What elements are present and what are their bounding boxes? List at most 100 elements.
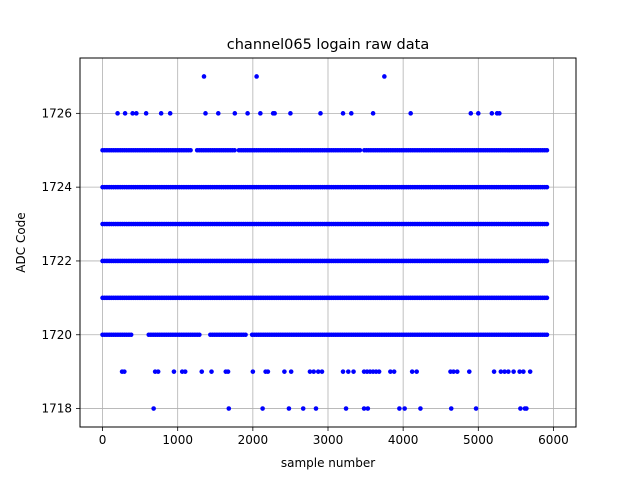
data-point xyxy=(167,111,173,116)
data-point xyxy=(402,406,407,411)
data-point xyxy=(361,406,367,411)
data-point xyxy=(391,369,397,374)
data-point xyxy=(288,111,293,116)
data-point xyxy=(203,111,208,116)
x-tick-label: 5000 xyxy=(463,433,494,447)
y-tick-label: 1724 xyxy=(41,180,72,194)
data-point xyxy=(524,406,529,411)
data-point xyxy=(260,406,265,411)
data-point xyxy=(288,369,294,374)
x-tick-label: 4000 xyxy=(388,433,419,447)
data-point xyxy=(491,369,497,374)
y-tick-label: 1726 xyxy=(41,106,72,120)
axis-ticks: 0 1000 2000 3000 4000 5000 6000 1718 1720 1722 172… xyxy=(41,106,568,447)
data-point xyxy=(209,369,214,374)
data-point xyxy=(544,295,550,301)
x-axis-label: sample number xyxy=(281,456,375,470)
data-point xyxy=(340,111,346,116)
data-point xyxy=(497,111,502,116)
y-tick-label: 1720 xyxy=(41,328,72,342)
chart-title: channel065 logain raw data xyxy=(227,37,429,53)
y-axis-label: ADC Code xyxy=(14,212,28,272)
data-point xyxy=(155,369,161,374)
data-point xyxy=(122,111,128,116)
data-point xyxy=(134,111,139,116)
data-point xyxy=(300,406,306,411)
data-point xyxy=(527,369,533,374)
data-point xyxy=(340,369,346,374)
scatter-points xyxy=(100,74,550,411)
data-point xyxy=(286,406,292,411)
data-point xyxy=(199,369,205,374)
data-point xyxy=(315,369,321,374)
data-point xyxy=(343,406,349,411)
data-point xyxy=(454,369,460,374)
data-point xyxy=(272,111,277,116)
data-point xyxy=(188,147,193,153)
data-point xyxy=(506,369,511,374)
x-tick-label: 1000 xyxy=(162,433,193,447)
data-point xyxy=(544,258,550,264)
x-tick-label: 0 xyxy=(99,433,107,447)
data-point xyxy=(345,369,351,374)
data-point xyxy=(225,369,231,374)
data-point xyxy=(128,332,134,338)
x-tick-label: 2000 xyxy=(238,433,269,447)
data-point xyxy=(265,369,271,374)
data-point xyxy=(376,369,382,374)
data-point xyxy=(201,74,207,79)
data-point xyxy=(544,147,550,153)
data-point xyxy=(448,406,454,411)
data-point xyxy=(319,369,325,374)
data-point xyxy=(473,406,479,411)
data-point xyxy=(311,369,317,374)
data-point xyxy=(182,369,188,374)
data-point xyxy=(130,111,135,116)
data-point xyxy=(502,369,507,374)
data-point xyxy=(476,111,481,116)
data-point xyxy=(468,111,474,116)
data-point xyxy=(544,184,550,190)
data-point xyxy=(518,406,523,411)
data-point xyxy=(382,74,387,79)
data-point xyxy=(158,111,164,116)
data-point xyxy=(250,369,256,374)
data-point xyxy=(418,406,423,411)
y-tick-label: 1718 xyxy=(41,402,72,416)
data-point xyxy=(498,369,504,374)
data-point xyxy=(409,369,415,374)
data-point xyxy=(414,369,419,374)
data-point xyxy=(232,147,237,153)
data-point xyxy=(351,369,356,374)
data-point xyxy=(143,111,149,116)
data-point xyxy=(349,111,354,116)
data-point xyxy=(451,369,456,374)
data-point xyxy=(408,111,413,116)
data-point xyxy=(397,406,402,411)
data-point xyxy=(544,221,550,227)
data-point xyxy=(388,369,393,374)
data-point xyxy=(151,406,156,411)
data-point xyxy=(254,74,259,79)
data-point xyxy=(122,369,127,374)
data-point xyxy=(245,111,250,116)
data-point xyxy=(171,369,177,374)
data-point xyxy=(232,111,238,116)
data-point xyxy=(370,111,376,116)
x-tick-label: 6000 xyxy=(538,433,569,447)
x-tick-label: 3000 xyxy=(313,433,344,447)
data-point xyxy=(115,111,120,116)
data-point xyxy=(511,369,516,374)
data-point xyxy=(521,369,526,374)
data-point xyxy=(365,406,371,411)
data-point xyxy=(517,369,522,374)
data-point xyxy=(307,369,313,374)
data-point xyxy=(243,332,248,338)
data-point xyxy=(282,369,287,374)
data-point xyxy=(226,406,232,411)
data-point xyxy=(318,111,323,116)
data-point xyxy=(489,111,495,116)
data-point xyxy=(313,406,319,411)
